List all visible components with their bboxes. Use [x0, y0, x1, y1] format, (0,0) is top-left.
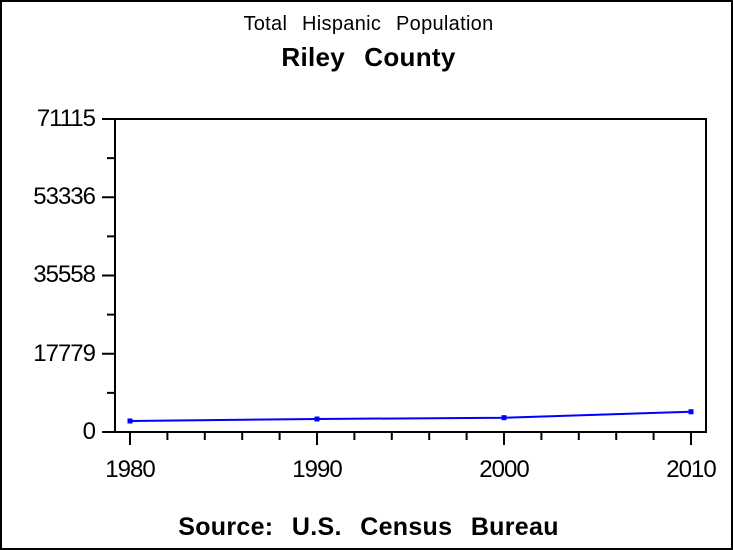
y-tick-label-17779: 17779	[33, 340, 96, 367]
y-tick-label-35558: 35558	[33, 261, 96, 288]
y-tick-label-71115: 71115	[36, 105, 96, 132]
source-note: Source: U.S. Census Bureau	[178, 513, 559, 541]
chart-subtitle: Riley County	[281, 42, 456, 72]
x-tick-label-1980: 1980	[105, 456, 155, 483]
y-tick-label-0: 0	[82, 418, 96, 445]
x-tick-label-2000: 2000	[479, 456, 529, 483]
y-tick-label-53336: 53336	[33, 183, 96, 210]
x-tick-label-1990: 1990	[292, 456, 342, 483]
x-tick-label-2010: 2010	[666, 456, 716, 483]
chart-title: Total Hispanic Population	[243, 13, 494, 35]
